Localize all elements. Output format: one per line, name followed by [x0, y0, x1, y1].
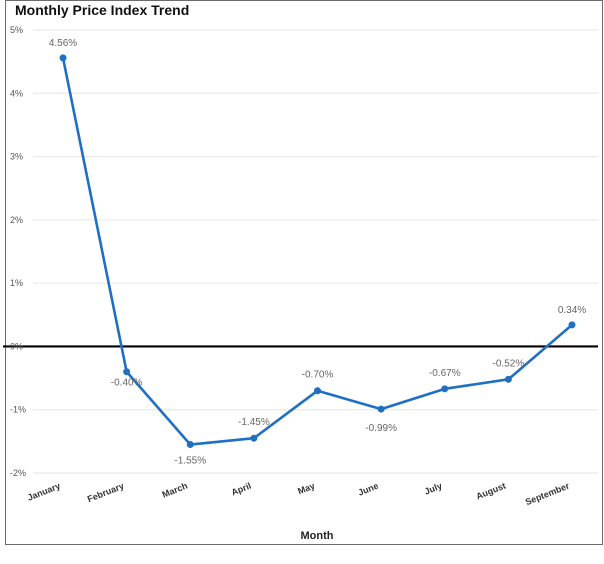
data-point [568, 321, 576, 329]
x-axis-label: Month [301, 530, 334, 542]
x-tick-label: January [26, 481, 62, 503]
data-label: 4.56% [49, 38, 77, 49]
data-label: -1.45% [238, 417, 270, 428]
data-point [441, 385, 449, 393]
data-point [377, 405, 385, 413]
data-point [59, 54, 67, 62]
x-tick-label: March [161, 481, 189, 500]
y-tick-label: 5% [10, 25, 23, 35]
y-tick-label: 1% [10, 278, 23, 288]
chart-frame: Monthly Price Index Trend [5, 0, 603, 545]
data-labels: 4.56% -0.40% -1.55% -1.45% -0.70% -0.99% -0.67… [49, 38, 586, 467]
data-label: -0.67% [429, 368, 461, 379]
data-label: -0.70% [302, 370, 334, 381]
data-label: -0.52% [493, 358, 525, 369]
x-tick-label: July [423, 481, 443, 497]
y-tick-label: 4% [10, 88, 23, 98]
chart-title: Monthly Price Index Trend [15, 2, 190, 18]
data-point [504, 375, 512, 383]
data-label: 0.34% [558, 305, 586, 316]
x-tick-label: September [524, 480, 571, 507]
y-tick-label: 0% [10, 341, 23, 351]
x-tick-label: April [230, 481, 253, 498]
y-tick-label: -1% [10, 405, 26, 415]
x-tick-label: June [357, 481, 380, 498]
series-group [59, 54, 576, 449]
data-label: -0.99% [365, 423, 397, 434]
x-tick-label: February [86, 481, 125, 505]
x-tick-label: May [296, 481, 316, 497]
gridlines [3, 29, 598, 474]
y-tick-label: 3% [10, 152, 23, 162]
x-tick-label: August [475, 481, 507, 502]
data-point [186, 441, 194, 449]
data-point [250, 434, 258, 442]
y-axis-ticks: -2% -1% 0% 1% 2% 3% 4% 5% [10, 25, 26, 478]
data-point [123, 368, 131, 376]
data-point [314, 387, 321, 395]
y-tick-label: 2% [10, 215, 23, 225]
data-label: -1.55% [174, 456, 206, 467]
data-label: -0.40% [111, 378, 143, 389]
y-tick-label: -2% [10, 468, 26, 478]
x-axis-ticks: January February March April May June July Augu… [26, 480, 571, 507]
